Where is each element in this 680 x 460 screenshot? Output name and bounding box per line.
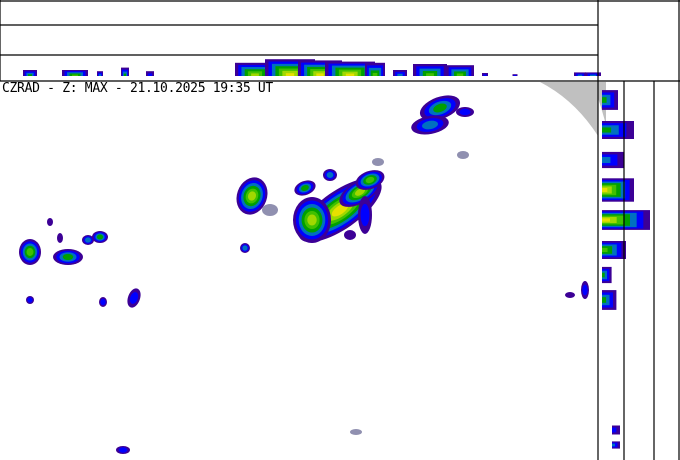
echo-level <box>27 297 33 303</box>
profile-column <box>28 74 32 76</box>
profile-column <box>590 74 596 76</box>
clutter-echo <box>457 151 469 159</box>
radar-echo <box>411 115 449 135</box>
profile-column <box>456 73 464 76</box>
profile-column <box>372 72 378 76</box>
radar-echo <box>262 204 278 216</box>
echo-level <box>344 230 356 240</box>
profile-column <box>123 73 127 76</box>
echo-level <box>354 188 366 196</box>
echo-level <box>118 447 128 453</box>
radar-echo <box>294 180 316 196</box>
radar-echo <box>47 218 53 226</box>
radar-echo <box>53 249 83 265</box>
profile-column <box>98 74 102 76</box>
radar-echo <box>82 235 94 245</box>
echo-level <box>248 191 256 201</box>
echo-level <box>26 248 34 256</box>
profile-column <box>345 73 355 76</box>
radar-echo <box>350 429 362 435</box>
echo-level <box>565 292 575 298</box>
radar-echo <box>457 151 469 159</box>
echo-level <box>57 233 63 243</box>
radar-echo <box>19 239 41 265</box>
clutter-echo <box>372 158 384 166</box>
echo-level <box>100 298 106 306</box>
profile-column <box>612 443 615 447</box>
radar-echo <box>236 177 268 215</box>
profile-column <box>602 297 607 303</box>
profile-column <box>602 188 608 192</box>
profile-column <box>426 73 434 76</box>
profile-column <box>577 74 583 76</box>
radar-echo <box>355 170 385 190</box>
profile-column <box>397 73 403 76</box>
profile-column <box>483 74 487 76</box>
radar-echo <box>565 292 575 298</box>
echo-level <box>85 237 91 243</box>
radar-echo <box>323 169 337 181</box>
profile-column <box>285 73 295 76</box>
echo-level <box>459 108 471 116</box>
profile-column <box>602 156 611 164</box>
clutter-echo <box>262 204 278 216</box>
echo-level <box>62 253 74 261</box>
radar-echo <box>92 231 108 243</box>
radar-echo <box>57 233 63 243</box>
product-title: CZRAD - Z: MAX - 21.10.2025 19:35 UT <box>2 81 273 96</box>
profile-column <box>513 75 517 76</box>
radar-echo <box>344 230 356 240</box>
profile-column <box>602 272 605 278</box>
echo-level <box>326 172 334 178</box>
echo-level <box>96 234 104 240</box>
echo-level <box>331 203 349 217</box>
east-west-section-echoes <box>602 90 650 449</box>
echo-level <box>360 203 370 227</box>
profile-column <box>316 73 324 76</box>
radar-echo <box>419 95 461 121</box>
radar-echo <box>26 296 34 304</box>
echo-level <box>433 103 447 113</box>
echo-level <box>301 185 309 191</box>
radar-echo <box>240 243 250 253</box>
no-coverage-area <box>540 82 606 136</box>
radar-echo <box>116 446 130 454</box>
radar-echo <box>99 297 107 307</box>
profile-column <box>602 247 608 253</box>
profile-column <box>602 97 607 103</box>
echo-level <box>365 176 375 184</box>
profile-column <box>612 427 617 433</box>
echo-level <box>129 292 139 304</box>
echo-level <box>47 218 53 226</box>
radar-echo <box>372 158 384 166</box>
plan-view-echoes <box>19 95 589 454</box>
no-coverage-corner <box>540 82 598 136</box>
profile-column <box>72 74 78 76</box>
echo-level <box>242 245 248 251</box>
radar-echo <box>581 281 589 299</box>
clutter-echo <box>350 429 362 435</box>
profile-column <box>251 73 259 76</box>
radar-echo <box>358 196 372 234</box>
echo-level <box>421 120 439 130</box>
radar-echo <box>293 197 331 243</box>
profile-column <box>602 127 612 133</box>
profile-column <box>602 218 610 222</box>
profile-column <box>147 73 153 76</box>
radar-echo <box>127 288 141 308</box>
radar-echo <box>456 107 474 117</box>
north-south-section-echoes <box>23 59 601 76</box>
echo-level <box>307 214 317 226</box>
echo-level <box>582 284 588 296</box>
